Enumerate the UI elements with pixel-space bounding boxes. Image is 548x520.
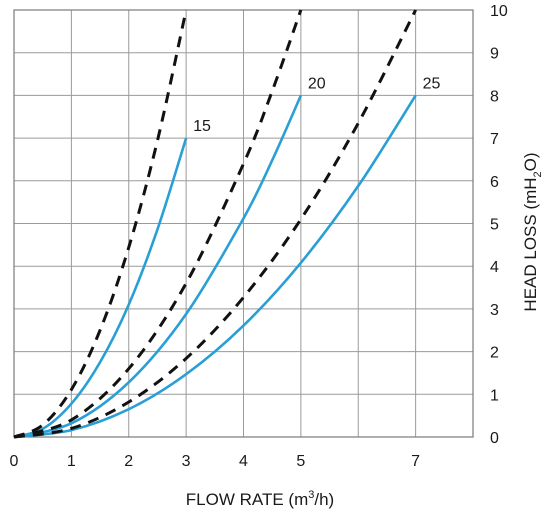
y-tick-labels: 0 1 2 3 4 5 6 7 8 9 10 [490, 3, 508, 447]
y-tick-label-1: 1 [490, 387, 499, 404]
x-tick-label-0: 0 [10, 453, 19, 470]
x-tick-label-5: 5 [296, 453, 305, 470]
x-axis-title-main: FLOW RATE (m [186, 490, 308, 509]
curves [13, 9, 417, 439]
y-tick-label-9: 9 [490, 46, 499, 63]
y-tick-label-5: 5 [490, 217, 499, 234]
y-axis-title: HEAD LOSS (mH2O) [521, 152, 544, 311]
y-tick-label-3: 3 [490, 302, 499, 319]
y-tick-label-6: 6 [490, 174, 499, 191]
x-axis-title-tail: /h) [314, 490, 334, 509]
curve-label-20: 20 [308, 75, 326, 92]
curve-labels: 15 20 25 [193, 75, 440, 135]
curve-25-solid [13, 94, 417, 439]
y-tick-label-7: 7 [490, 131, 499, 148]
x-tick-labels: 0 1 2 3 4 5 7 [10, 453, 421, 470]
curve-label-25: 25 [423, 75, 441, 92]
y-tick-label-4: 4 [490, 259, 499, 276]
x-tick-label-4: 4 [239, 453, 248, 470]
y-tick-label-0: 0 [490, 430, 499, 447]
x-axis-title-sup: 3 [308, 489, 314, 501]
x-tick-label-3: 3 [182, 453, 191, 470]
plot-frame [13, 9, 474, 438]
x-tick-label-7: 7 [411, 453, 420, 470]
y-axis-title-tail: O) [521, 152, 540, 171]
y-tick-label-2: 2 [490, 345, 499, 362]
x-tick-label-2: 2 [124, 453, 133, 470]
curve-dashed-2 [13, 9, 303, 439]
curve-dashed-3 [13, 9, 417, 439]
curve-20-solid [13, 94, 303, 439]
y-axis-title-main: HEAD LOSS (mH [521, 177, 540, 311]
grid [14, 9, 473, 437]
curve-label-15: 15 [193, 118, 211, 135]
y-axis-title-sub: 2 [532, 171, 544, 177]
x-tick-label-1: 1 [67, 453, 76, 470]
y-tick-label-10: 10 [490, 3, 508, 20]
x-axis-title: FLOW RATE (m3/h) [186, 489, 334, 509]
y-tick-label-8: 8 [490, 88, 499, 105]
curve-15-solid [13, 137, 188, 439]
